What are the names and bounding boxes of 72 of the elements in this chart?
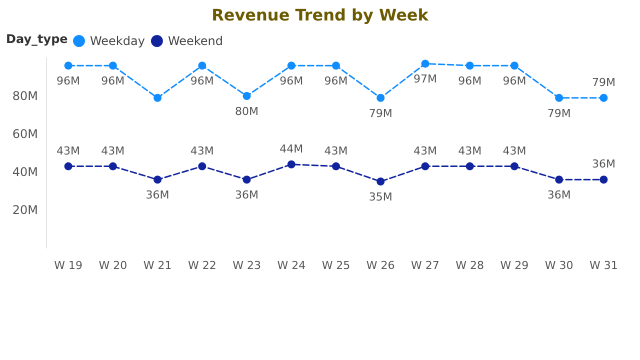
x-tick-label: W 22 (188, 259, 216, 272)
data-label: 43M (101, 144, 125, 158)
data-label: 96M (190, 74, 214, 88)
x-tick-label: W 26 (366, 259, 395, 272)
data-label: 97M (413, 72, 437, 86)
point (287, 160, 296, 168)
point (242, 176, 251, 184)
data-label: 96M (280, 74, 304, 88)
point (421, 162, 430, 170)
point (154, 94, 162, 102)
data-label: 36M (592, 158, 616, 171)
data-label: 43M (502, 144, 526, 158)
point (154, 176, 162, 184)
x-tick-label: W 19 (54, 259, 82, 272)
x-tick-label: W 28 (456, 259, 484, 272)
point (198, 162, 206, 170)
data-label: 96M (56, 74, 80, 88)
legend-label: Weekend (168, 34, 224, 48)
point (332, 162, 340, 170)
data-label: 43M (458, 144, 482, 158)
point (555, 94, 564, 102)
y-tick-label: 40M (12, 165, 38, 179)
data-label: 79M (547, 106, 571, 120)
y-tick-label: 20M (12, 203, 38, 217)
data-label: 36M (235, 188, 259, 202)
data-label: 35M (368, 190, 392, 204)
x-tick-label: W 27 (411, 259, 440, 272)
point (108, 62, 117, 70)
point (287, 62, 296, 70)
y-tick-label: 80M (12, 89, 38, 103)
point (242, 92, 251, 100)
y-tick-label: 60M (12, 127, 38, 141)
data-label: 43M (190, 144, 214, 158)
x-tick-label: W 20 (98, 259, 128, 272)
point (108, 162, 117, 170)
data-label: 80M (235, 105, 259, 118)
point (600, 176, 608, 184)
data-label: 96M (458, 74, 482, 88)
point (376, 94, 385, 102)
x-tick-label: W 30 (544, 259, 574, 272)
point (64, 62, 72, 70)
point (332, 62, 340, 70)
legend-label: Weekday (90, 34, 145, 48)
point (421, 60, 430, 68)
x-tick-label: W 29 (500, 259, 529, 272)
point (510, 62, 518, 70)
data-label: 96M (502, 74, 526, 88)
legend-title: Day_type (6, 32, 68, 46)
data-label: 96M (101, 74, 125, 88)
x-tick-label: W 25 (322, 259, 350, 272)
data-label: 79M (592, 76, 616, 89)
point (555, 176, 564, 184)
data-label: 96M (324, 74, 348, 88)
point (466, 162, 474, 170)
point (64, 162, 72, 170)
data-label: 79M (368, 106, 392, 120)
data-label: 43M (324, 144, 348, 158)
data-label: 36M (547, 188, 571, 202)
point (466, 62, 474, 70)
point (376, 178, 385, 186)
data-label: 43M (413, 144, 437, 158)
x-tick-label: W 21 (143, 259, 172, 272)
point (510, 162, 518, 170)
point (198, 62, 206, 70)
data-label: 36M (146, 188, 170, 202)
data-label: 44M (280, 142, 304, 156)
point (600, 94, 608, 102)
data-label: 43M (56, 144, 80, 158)
x-tick-label: W 23 (232, 259, 261, 272)
x-tick-label: W 31 (590, 259, 618, 272)
x-tick-label: W 24 (277, 259, 306, 272)
chart-title: Revenue Trend by Week (212, 6, 429, 24)
